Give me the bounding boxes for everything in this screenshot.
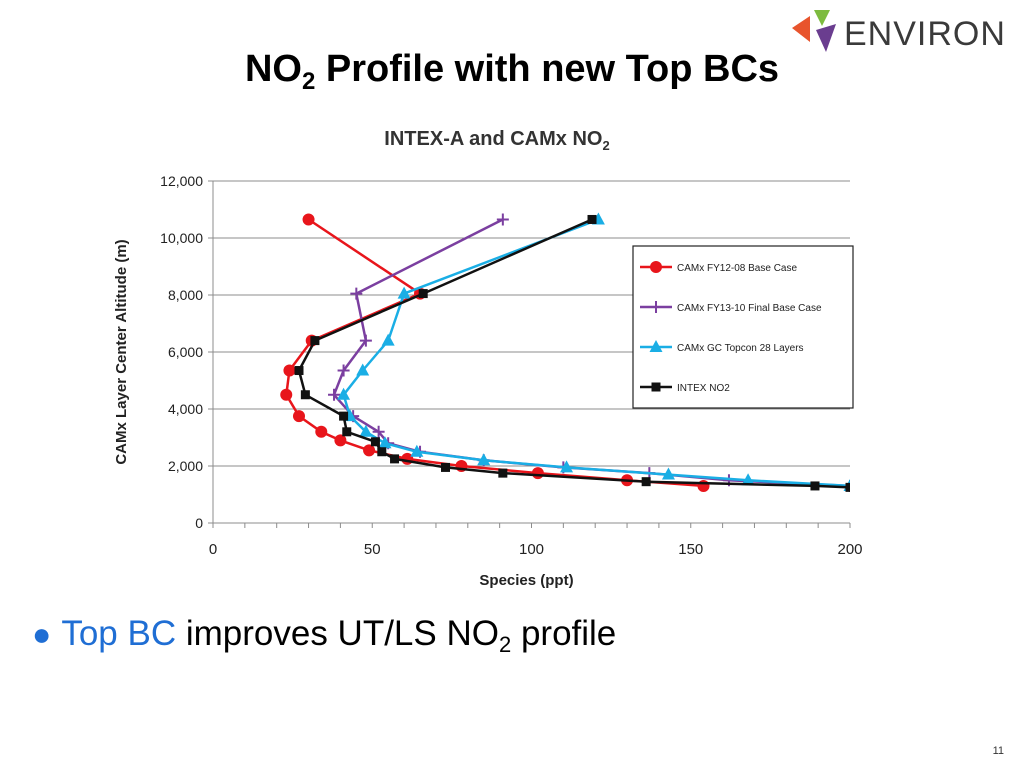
data-point xyxy=(496,213,509,226)
bullet-text-end: profile xyxy=(511,614,617,653)
y-tick-label: 2,000 xyxy=(168,458,203,474)
data-point xyxy=(280,388,293,401)
chart-title-subscript: 2 xyxy=(602,138,609,153)
environ-logo-mark-icon xyxy=(792,10,836,52)
data-point xyxy=(410,444,424,457)
data-point xyxy=(661,467,675,480)
x-tick-label: 50 xyxy=(364,541,381,558)
data-point xyxy=(328,388,341,401)
legend-box xyxy=(632,245,854,409)
data-point xyxy=(587,214,597,224)
slide-title: NO2 Profile with new Top BCs xyxy=(0,48,1024,96)
series-line xyxy=(285,218,704,488)
y-tick-label: 8,000 xyxy=(168,287,203,303)
slide-title-suffix: Profile with new Top BCs xyxy=(315,48,780,90)
legend-marker xyxy=(649,340,663,352)
data-point xyxy=(845,482,850,492)
bullet-text-subscript: 2 xyxy=(498,632,512,657)
data-point xyxy=(560,460,574,473)
y-axis-label: CAMx Layer Center Altitude (m) xyxy=(113,239,130,464)
data-point xyxy=(641,477,651,487)
x-tick-label: 100 xyxy=(519,541,544,558)
data-point xyxy=(397,286,411,299)
data-point xyxy=(363,444,376,457)
y-tick-label: 0 xyxy=(195,515,203,531)
data-point xyxy=(294,366,304,376)
data-point xyxy=(337,364,350,377)
data-point xyxy=(372,425,385,438)
bullet-text-mid: improves UT/LS NO xyxy=(176,614,499,653)
y-tick-label: 12,000 xyxy=(160,173,203,189)
chart-title: INTEX-A and CAMx NO2 xyxy=(384,128,609,153)
data-point xyxy=(302,213,315,226)
environ-logo-text: ENVIRON xyxy=(844,15,1006,53)
y-tick-label: 6,000 xyxy=(168,344,203,360)
data-point xyxy=(418,289,428,299)
data-point xyxy=(390,454,400,464)
y-tick-label: 4,000 xyxy=(168,401,203,417)
chart-legend: CAMx FY12-08 Base Case CAMx FY13-10 Final… xyxy=(632,245,854,409)
bullet-accent-text: Top BC xyxy=(61,614,177,653)
series-4 xyxy=(294,214,850,492)
slide-title-subscript: 2 xyxy=(301,68,316,95)
page-number: 11 xyxy=(992,745,1004,757)
data-point xyxy=(477,453,491,466)
data-point xyxy=(339,411,349,421)
data-point xyxy=(359,334,372,347)
x-tick-label: 0 xyxy=(209,541,217,558)
data-point xyxy=(810,481,820,491)
data-point xyxy=(359,424,373,437)
data-point xyxy=(356,363,370,376)
data-point xyxy=(741,473,755,486)
x-tick-label: 150 xyxy=(678,541,703,558)
legend-marker xyxy=(650,301,662,313)
legend-marker xyxy=(651,382,661,392)
data-point xyxy=(292,410,305,423)
bullet-dot-icon: ● xyxy=(32,616,52,652)
legend-marker xyxy=(650,261,662,273)
legend-label: CAMx FY12-08 Base Case xyxy=(677,263,797,274)
bullet-point: ● Top BC improves UT/LS NO2 profile xyxy=(32,614,616,658)
data-point xyxy=(300,390,310,400)
data-point xyxy=(283,364,296,377)
data-point xyxy=(334,434,347,447)
legend-label: INTEX NO2 xyxy=(677,383,730,394)
legend-label: CAMx FY13-10 Final Base Case xyxy=(677,303,822,314)
data-point xyxy=(378,436,392,449)
x-axis-label: Species (ppt) xyxy=(479,572,573,589)
data-point xyxy=(498,468,508,478)
x-tick-label: 200 xyxy=(837,541,862,558)
data-point xyxy=(697,479,710,492)
data-point xyxy=(381,333,395,346)
legend-label: CAMx GC Topcon 28 Layers xyxy=(677,343,804,354)
data-point xyxy=(337,387,351,400)
data-point xyxy=(377,447,387,457)
data-point xyxy=(350,287,363,300)
data-point xyxy=(441,462,451,472)
data-point xyxy=(370,437,380,447)
slide-title-prefix: NO xyxy=(244,48,302,90)
y-tick-label: 10,000 xyxy=(160,230,203,246)
environ-logo: ENVIRON xyxy=(786,6,1016,62)
data-point xyxy=(342,427,352,437)
data-point xyxy=(315,425,328,438)
data-point xyxy=(310,336,320,346)
data-point xyxy=(531,467,544,480)
chart-title-main: INTEX-A and CAMx NO xyxy=(384,128,602,150)
